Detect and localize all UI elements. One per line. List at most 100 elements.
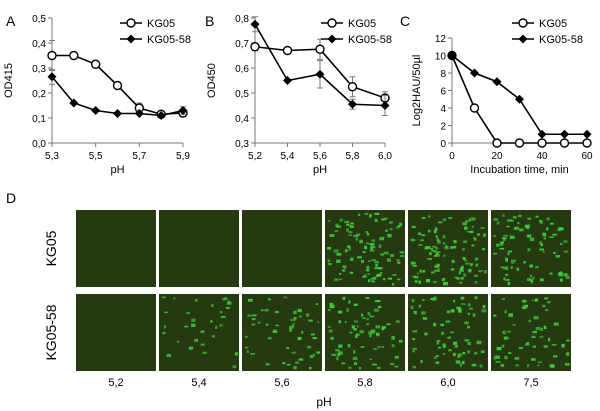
infected-cell bbox=[508, 250, 512, 253]
infected-cell bbox=[273, 329, 277, 332]
infected-cell bbox=[394, 365, 399, 368]
infected-cell bbox=[471, 225, 474, 228]
data-point-diamond bbox=[537, 129, 547, 139]
infected-cell bbox=[552, 233, 558, 236]
infected-cell bbox=[365, 242, 370, 245]
infected-cell bbox=[194, 298, 198, 302]
data-point-circle bbox=[90, 59, 101, 69]
infected-cell bbox=[526, 234, 532, 238]
infected-cell bbox=[219, 324, 223, 327]
micrograph-tile bbox=[242, 210, 322, 287]
infected-cell bbox=[358, 367, 362, 370]
infected-cell bbox=[327, 326, 331, 328]
infected-cell bbox=[383, 251, 389, 255]
infected-cell bbox=[348, 247, 351, 251]
infected-cell bbox=[328, 219, 331, 222]
infected-cell bbox=[461, 303, 466, 305]
infected-cell bbox=[366, 268, 370, 272]
infected-cell bbox=[346, 228, 349, 232]
infected-cell bbox=[350, 257, 354, 261]
infected-cell bbox=[465, 262, 470, 265]
infected-cell bbox=[227, 300, 231, 304]
chart-panel-a: A 0,0 0,1 0,2 0,3 0,4 0,5 5,3 5,5 5,7 5,9 pH OD415 KG… bbox=[3, 13, 191, 176]
infected-cell bbox=[369, 315, 375, 318]
micrograph-tile bbox=[491, 294, 571, 371]
data-point-diamond bbox=[582, 129, 592, 139]
infected-cell bbox=[503, 277, 506, 281]
infected-cell bbox=[424, 332, 428, 336]
infected-cell bbox=[391, 336, 395, 340]
infected-cell bbox=[445, 320, 451, 323]
infected-cell bbox=[381, 345, 384, 348]
infected-cell bbox=[164, 311, 168, 314]
data-point-circle bbox=[69, 50, 79, 61]
infected-cell bbox=[434, 227, 438, 231]
infected-cell bbox=[535, 266, 539, 269]
infected-cell bbox=[451, 259, 455, 263]
infected-cell bbox=[381, 218, 386, 221]
infected-cell bbox=[565, 275, 570, 279]
infected-cell bbox=[467, 303, 471, 307]
infected-cell bbox=[518, 347, 523, 349]
y-tick-label: 0,5 bbox=[235, 89, 249, 100]
infected-cell bbox=[435, 235, 438, 239]
data-point-diamond bbox=[470, 68, 479, 78]
infected-cell bbox=[495, 361, 501, 363]
infected-cell bbox=[460, 276, 464, 280]
infected-cell bbox=[453, 241, 457, 244]
infected-cell bbox=[548, 337, 551, 342]
infected-cell bbox=[248, 299, 253, 302]
infected-cell bbox=[480, 227, 485, 229]
infected-cell bbox=[362, 276, 366, 278]
infected-cell bbox=[327, 263, 332, 266]
infected-cell bbox=[336, 356, 339, 361]
infected-cell bbox=[163, 325, 167, 329]
infected-cell bbox=[565, 363, 570, 366]
infected-cell bbox=[375, 325, 380, 329]
infected-cell bbox=[369, 243, 375, 246]
infected-cell bbox=[555, 255, 561, 258]
infected-cell bbox=[398, 339, 403, 343]
infected-cell bbox=[454, 345, 458, 348]
infected-cell bbox=[501, 298, 505, 300]
infected-cell bbox=[286, 347, 290, 350]
infected-cell bbox=[422, 317, 428, 320]
infected-cell bbox=[529, 237, 535, 241]
micrograph-tile bbox=[242, 294, 322, 371]
infected-cell bbox=[376, 332, 380, 337]
panel-label: D bbox=[6, 190, 16, 206]
infected-cell bbox=[442, 235, 446, 239]
micrograph-tile bbox=[159, 210, 239, 287]
infected-cell bbox=[418, 280, 421, 284]
infected-cell bbox=[362, 251, 366, 254]
infected-cell bbox=[502, 330, 506, 334]
infected-cell bbox=[527, 217, 531, 220]
infected-cell bbox=[496, 221, 500, 225]
infected-cell bbox=[434, 269, 438, 272]
infected-cell bbox=[355, 333, 359, 336]
infected-cell bbox=[473, 237, 477, 241]
infected-cell bbox=[390, 254, 394, 257]
data-point-diamond bbox=[560, 129, 569, 139]
infected-cell bbox=[379, 272, 383, 274]
infected-cell bbox=[462, 222, 467, 226]
infected-cell bbox=[336, 259, 341, 263]
infected-cell bbox=[519, 228, 524, 232]
infected-cell bbox=[234, 352, 238, 356]
legend-label: KG05-58 bbox=[539, 34, 583, 46]
infected-cell bbox=[460, 296, 465, 300]
infected-cell bbox=[523, 299, 526, 303]
infected-cell bbox=[418, 304, 421, 308]
infected-cell bbox=[525, 304, 528, 308]
y-axis-title: OD415 bbox=[3, 63, 15, 98]
infected-cell bbox=[344, 321, 347, 324]
infected-cell bbox=[166, 353, 172, 357]
row-label: KG05-58 bbox=[43, 304, 59, 360]
infected-cell bbox=[375, 274, 380, 277]
infected-cell bbox=[511, 261, 515, 264]
data-point-diamond bbox=[47, 72, 57, 82]
infected-cell bbox=[442, 353, 445, 355]
infected-cell bbox=[211, 304, 214, 307]
infected-cell bbox=[478, 270, 483, 273]
infected-cell bbox=[471, 364, 477, 367]
